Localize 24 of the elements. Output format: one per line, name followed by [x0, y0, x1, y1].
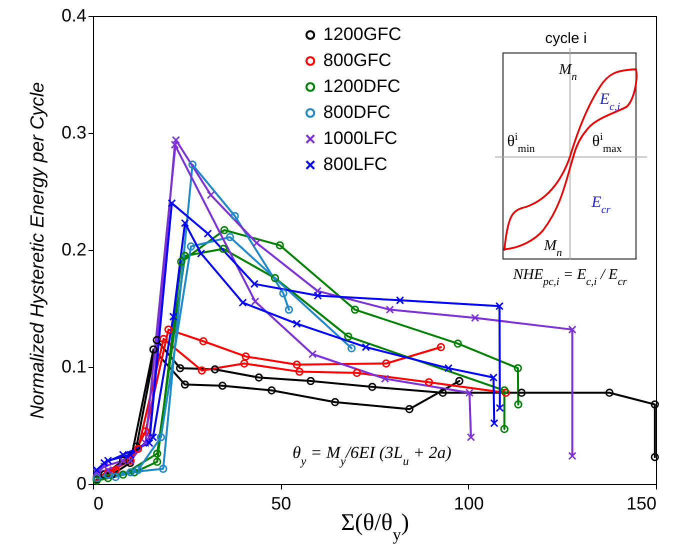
y-tick-label: 0	[76, 474, 86, 494]
annotation: E$_{c,i}$	[598, 91, 620, 113]
x-tick-label: 0	[94, 494, 104, 514]
annotation: M$_{n}$	[543, 238, 562, 259]
annotation: M$_{n}$	[558, 62, 578, 83]
annotation: cycle i	[545, 30, 587, 47]
legend-label: 800DFC	[323, 102, 390, 122]
y-tick-label: 0.1	[61, 356, 86, 376]
y-tick-label: 0.4	[61, 6, 86, 26]
legend-label: 1200GFC	[323, 24, 402, 44]
x-tick-label: 100	[454, 494, 484, 514]
legend-label: 800LFC	[323, 154, 388, 174]
annotation: E$_{cr}$	[590, 194, 612, 216]
annotation: NHE$_{pc,i}$ = E$_{c,i}$ / E$_{cr}$	[512, 267, 628, 288]
x-axis-title: Σ(θ/θ$_{y}$)	[340, 510, 410, 544]
x-tick-label: 50	[271, 494, 292, 514]
legend-label: 1000LFC	[323, 128, 398, 148]
y-axis-title: Normalized Hysteretic Energy per Cycle	[27, 82, 48, 419]
x-tick-label: 150	[626, 494, 656, 514]
y-tick-label: 0.3	[61, 122, 86, 142]
annotation: θ$_{y}$ = M$_{y}$/6EI (3L$_{u}$ + 2a)	[292, 443, 452, 468]
legend-label: 800GFC	[323, 50, 392, 70]
legend-label: 1200DFC	[323, 76, 400, 96]
y-tick-label: 0.2	[61, 240, 86, 260]
